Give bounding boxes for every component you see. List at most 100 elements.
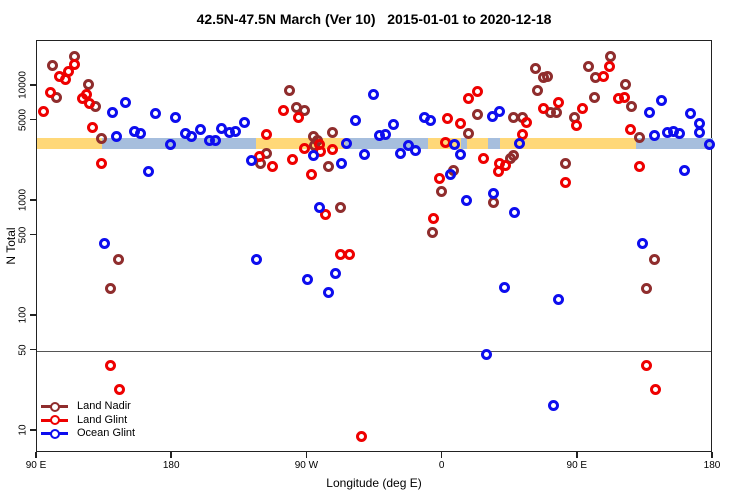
data-point-land-nadir bbox=[588, 91, 600, 103]
x-axis-tick-label: 90 E bbox=[566, 460, 588, 471]
data-point-land-glint bbox=[343, 249, 355, 261]
data-point-ocean-glint bbox=[548, 400, 560, 412]
coverage-band-ocean bbox=[460, 138, 467, 149]
data-point-land-glint bbox=[96, 158, 108, 170]
x-axis-tick-label: 180 bbox=[703, 460, 721, 471]
y-axis-label: N Total bbox=[4, 227, 18, 265]
data-point-land-glint bbox=[641, 360, 653, 372]
data-point-ocean-glint bbox=[644, 107, 656, 119]
data-point-land-glint bbox=[277, 104, 289, 116]
data-point-land-glint bbox=[428, 212, 440, 224]
legend-item-land-nadir: Land Nadir bbox=[41, 400, 135, 414]
data-point-land-nadir bbox=[648, 254, 660, 266]
data-point-ocean-glint bbox=[552, 293, 564, 305]
x-axis-tick-label: 90 W bbox=[294, 460, 319, 471]
data-point-land-nadir bbox=[560, 157, 572, 169]
data-point-land-nadir bbox=[96, 132, 108, 144]
data-point-ocean-glint bbox=[410, 145, 422, 157]
data-point-land-glint bbox=[434, 172, 446, 184]
y-axis-tick bbox=[30, 314, 36, 316]
data-point-ocean-glint bbox=[488, 188, 500, 200]
x-axis-tick bbox=[35, 452, 37, 458]
x-axis-tick bbox=[711, 452, 713, 458]
data-point-ocean-glint bbox=[301, 273, 313, 285]
data-point-land-nadir bbox=[334, 202, 346, 214]
data-point-ocean-glint bbox=[250, 254, 262, 266]
data-point-ocean-glint bbox=[455, 148, 467, 160]
data-point-ocean-glint bbox=[461, 194, 473, 206]
data-point-ocean-glint bbox=[210, 134, 222, 146]
data-point-land-nadir bbox=[435, 186, 447, 198]
y-axis-tick-label: 5000 bbox=[17, 108, 29, 131]
data-point-land-glint bbox=[267, 160, 279, 172]
data-point-ocean-glint bbox=[336, 157, 348, 169]
coverage-band-land bbox=[37, 138, 102, 149]
y-axis-tick-label: 100 bbox=[17, 306, 29, 324]
data-point-land-nadir bbox=[471, 109, 483, 121]
data-point-ocean-glint bbox=[684, 107, 696, 119]
data-point-land-glint bbox=[650, 383, 662, 395]
data-point-ocean-glint bbox=[444, 168, 456, 180]
data-point-land-nadir bbox=[46, 59, 58, 71]
data-point-land-glint bbox=[292, 112, 304, 124]
data-point-land-glint bbox=[298, 142, 310, 154]
data-point-land-glint bbox=[114, 383, 126, 395]
chart-title: 42.5N-47.5N March (Ver 10) 2015-01-01 to… bbox=[196, 11, 552, 27]
data-point-ocean-glint bbox=[498, 281, 510, 293]
data-point-land-nadir bbox=[507, 149, 519, 161]
data-point-land-glint bbox=[603, 60, 615, 72]
data-point-ocean-glint bbox=[349, 115, 361, 127]
data-point-ocean-glint bbox=[494, 105, 506, 117]
data-point-land-nadir bbox=[51, 92, 63, 104]
data-point-ocean-glint bbox=[480, 349, 492, 361]
data-point-land-glint bbox=[597, 70, 609, 82]
legend-circle-icon bbox=[49, 415, 60, 426]
data-point-land-glint bbox=[494, 158, 506, 170]
data-point-land-glint bbox=[576, 103, 588, 115]
data-point-ocean-glint bbox=[229, 125, 241, 137]
data-point-land-nadir bbox=[298, 104, 310, 116]
data-point-ocean-glint bbox=[135, 128, 147, 140]
data-point-land-nadir bbox=[531, 84, 543, 96]
data-point-land-glint bbox=[261, 129, 273, 141]
data-point-land-nadir bbox=[633, 131, 645, 143]
legend-line-circle-icon bbox=[41, 428, 68, 439]
data-point-land-nadir bbox=[322, 161, 334, 173]
data-point-ocean-glint bbox=[425, 115, 437, 127]
data-point-ocean-glint bbox=[150, 107, 162, 119]
data-point-ocean-glint bbox=[387, 118, 399, 130]
data-point-ocean-glint bbox=[358, 148, 370, 160]
legend: Land Nadir Land Glint Ocean Glint bbox=[41, 400, 135, 441]
data-point-land-glint bbox=[560, 177, 572, 189]
data-point-land-nadir bbox=[626, 100, 638, 112]
data-point-ocean-glint bbox=[165, 139, 177, 151]
y-axis-tick-label: 1000 bbox=[17, 188, 29, 212]
data-point-land-glint bbox=[105, 360, 117, 372]
data-point-ocean-glint bbox=[142, 166, 154, 178]
coverage-band-ocean bbox=[636, 138, 713, 149]
data-point-land-nadir bbox=[530, 63, 542, 75]
legend-circle-icon bbox=[49, 401, 60, 412]
data-point-ocean-glint bbox=[509, 206, 521, 218]
data-point-ocean-glint bbox=[330, 267, 342, 279]
data-point-land-glint bbox=[84, 97, 96, 109]
data-point-land-nadir bbox=[82, 78, 94, 90]
y-axis-tick bbox=[30, 84, 36, 86]
y-axis-tick bbox=[30, 348, 36, 351]
data-point-land-glint bbox=[327, 144, 339, 156]
data-point-land-glint bbox=[570, 120, 582, 132]
x-axis-tick-label: 180 bbox=[162, 460, 180, 471]
data-point-ocean-glint bbox=[656, 95, 668, 107]
x-axis-label: Longitude (deg E) bbox=[326, 476, 422, 490]
data-point-land-nadir bbox=[620, 78, 632, 90]
y-axis-tick bbox=[30, 199, 36, 201]
coverage-band-land bbox=[499, 138, 637, 149]
y-axis-tick-label: 10 bbox=[17, 424, 29, 436]
data-point-land-nadir bbox=[542, 70, 554, 82]
y-axis-tick bbox=[30, 429, 36, 431]
y-axis-tick-label: 10000 bbox=[17, 71, 29, 99]
data-point-ocean-glint bbox=[340, 137, 352, 149]
data-point-land-glint bbox=[455, 117, 467, 129]
data-point-ocean-glint bbox=[704, 139, 716, 151]
x-axis-tick bbox=[440, 452, 443, 458]
